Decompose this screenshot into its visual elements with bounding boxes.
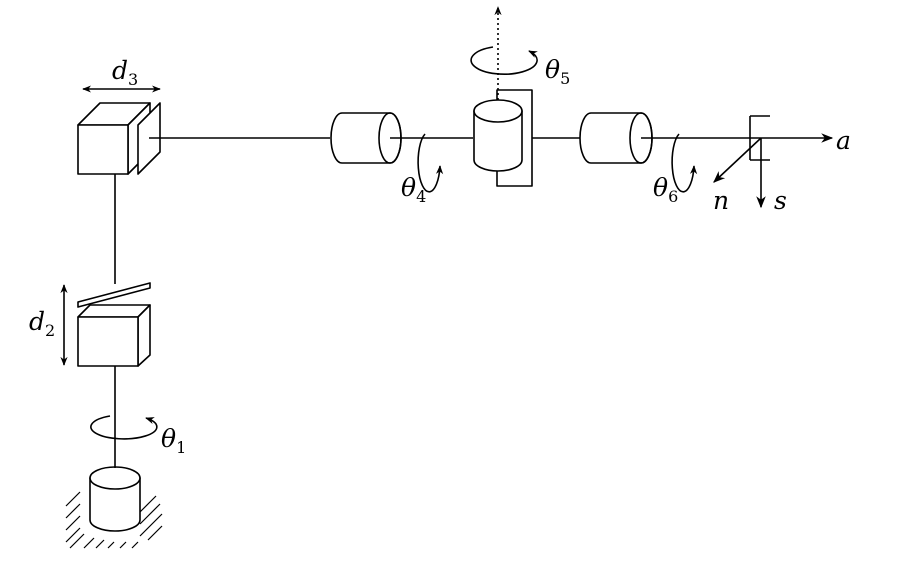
theta1-rotation-arrow <box>90 415 158 440</box>
base-cylinder <box>89 466 141 532</box>
joint5-assembly <box>473 89 533 187</box>
ground-hatch <box>65 491 163 549</box>
joint6-cylinder <box>579 112 653 164</box>
prismatic-joint-d2 <box>77 282 151 367</box>
theta6-rotation-arrow <box>671 133 698 193</box>
axis-n-arrow <box>713 137 762 183</box>
label-d3: d3 <box>112 56 138 89</box>
label-theta4: θ4 <box>401 173 426 206</box>
label-theta1: θ1 <box>161 424 186 457</box>
label-axis-s: s <box>774 186 787 215</box>
prismatic-joint-d3 <box>77 102 161 175</box>
label-d2: d2 <box>29 307 55 340</box>
label-theta6: θ6 <box>653 173 678 206</box>
theta4-rotation-arrow <box>417 133 444 193</box>
theta5-rotation-arrow <box>470 46 538 75</box>
label-axis-a: a <box>836 126 851 155</box>
joint4-cylinder <box>330 112 402 164</box>
label-theta5: θ5 <box>545 55 570 88</box>
label-axis-n: n <box>713 186 729 215</box>
